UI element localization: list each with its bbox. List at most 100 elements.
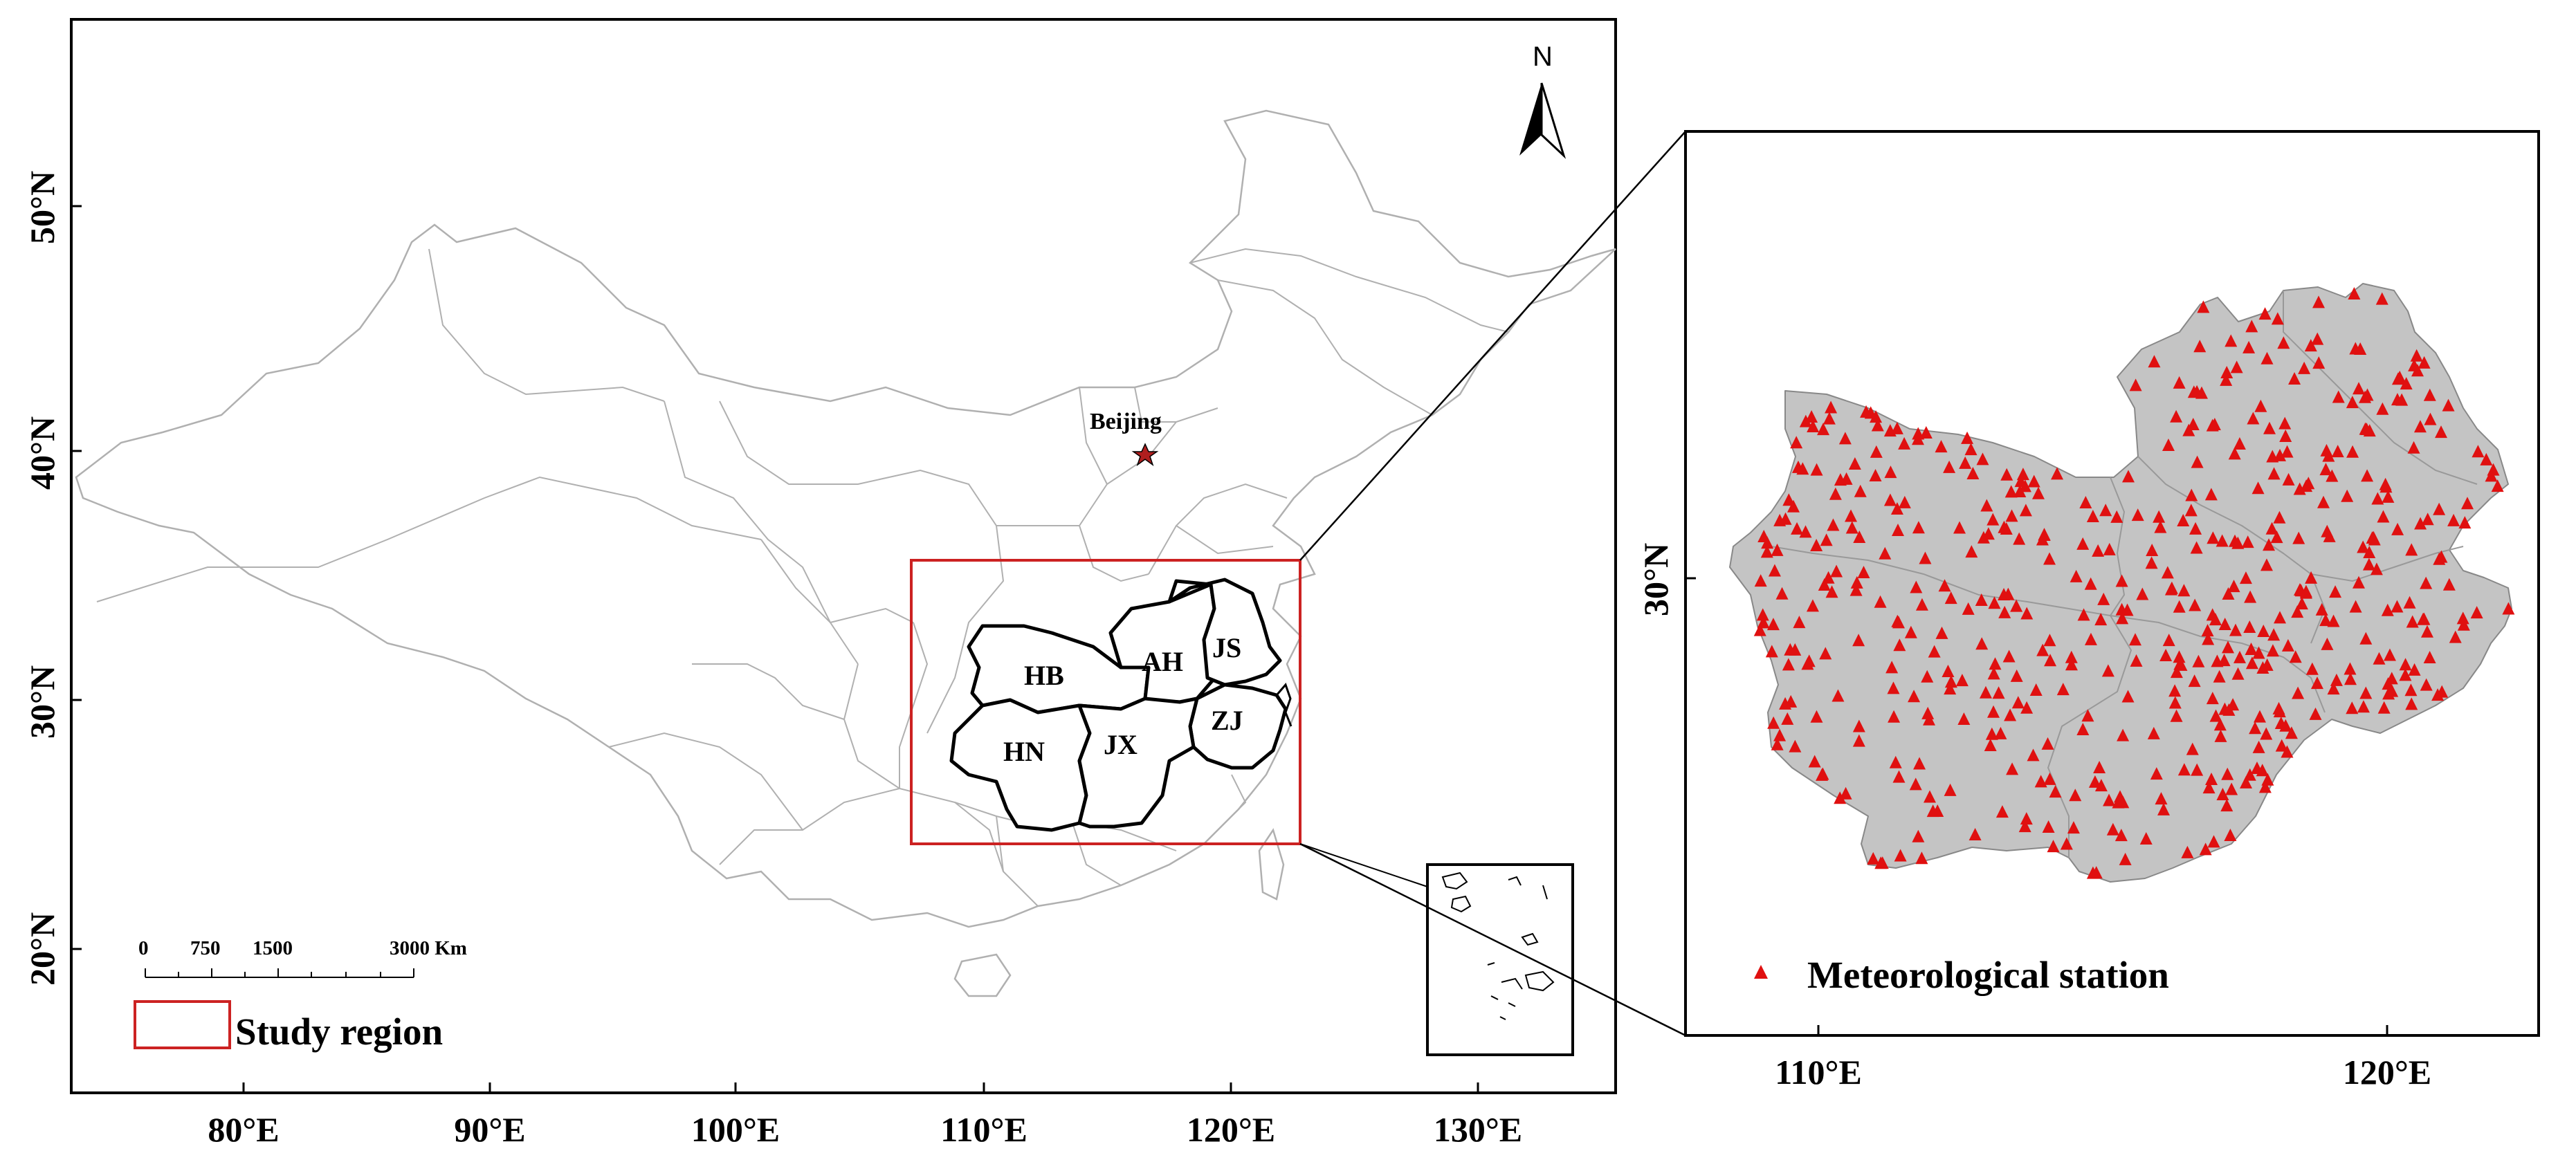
meteorological-stations xyxy=(1753,286,2515,879)
station-marker-icon xyxy=(2173,600,2186,613)
station-marker-icon xyxy=(2348,286,2361,299)
station-marker-icon xyxy=(2405,697,2418,710)
station-marker-icon xyxy=(2161,566,2174,579)
station-marker-icon xyxy=(2231,667,2245,680)
station-marker-icon xyxy=(2119,852,2132,865)
station-marker-icon xyxy=(2225,782,2238,795)
station-marker-icon xyxy=(2115,602,2128,616)
station-marker-icon xyxy=(1793,616,1806,629)
station-marker-icon xyxy=(1994,726,2007,739)
station-marker-icon xyxy=(1898,436,1911,450)
station-marker-icon xyxy=(2036,533,2049,546)
station-marker-icon xyxy=(2420,576,2433,589)
station-marker-icon xyxy=(2189,522,2202,535)
station-marker-icon xyxy=(2221,767,2234,780)
station-marker-icon xyxy=(1921,670,1934,683)
station-marker-icon xyxy=(2191,763,2204,776)
station-marker-icon xyxy=(1989,657,2002,670)
station-marker-icon xyxy=(1775,587,1789,600)
station-marker-icon xyxy=(1870,410,1883,423)
station-marker-icon xyxy=(2354,342,2367,356)
station-marker-icon xyxy=(2298,361,2311,374)
station-marker-icon xyxy=(2382,687,2395,700)
station-marker-icon xyxy=(2165,581,2178,594)
station-marker-icon xyxy=(1966,467,1980,480)
station-marker-icon xyxy=(2263,538,2276,551)
station-marker-icon xyxy=(2148,355,2161,368)
station-marker-icon xyxy=(1848,457,1861,470)
station-marker-icon xyxy=(2216,534,2229,547)
province-js xyxy=(1167,578,1282,687)
station-marker-icon xyxy=(1867,851,1880,865)
station-marker-icon xyxy=(1992,686,2005,699)
station-marker-icon xyxy=(1817,423,1830,436)
station-marker-icon xyxy=(2010,669,2023,682)
station-marker-icon xyxy=(2209,613,2222,626)
station-marker-icon xyxy=(1995,805,2009,818)
station-marker-icon xyxy=(2359,686,2373,699)
station-marker-icon xyxy=(2332,390,2345,403)
station-marker-icon xyxy=(2431,688,2445,701)
station-marker-icon xyxy=(2404,683,2418,697)
station-marker-icon xyxy=(2491,479,2504,492)
station-marker-icon xyxy=(2480,452,2493,465)
station-marker-icon xyxy=(2041,737,2054,750)
province-jx xyxy=(1077,697,1199,829)
station-marker-icon xyxy=(2447,513,2460,526)
station-marker-icon xyxy=(2043,772,2056,785)
station-marker-icon xyxy=(2207,835,2220,848)
station-marker-icon xyxy=(2206,692,2219,705)
station-marker-icon xyxy=(2227,580,2240,593)
station-marker-icon xyxy=(2254,399,2267,412)
station-marker-icon xyxy=(2321,637,2334,650)
station-marker-icon xyxy=(2288,371,2301,385)
station-marker-icon xyxy=(2130,654,2143,667)
station-marker-icon xyxy=(2067,821,2080,834)
station-marker-icon xyxy=(2344,662,2357,675)
scale-label-1500: 1500 xyxy=(253,937,293,959)
station-marker-icon xyxy=(2344,672,2357,685)
station-marker-icon xyxy=(2411,364,2424,377)
station-marker-icon xyxy=(2291,605,2304,618)
station-marker-icon xyxy=(1931,804,1944,818)
station-marker-icon xyxy=(1944,783,1957,796)
station-marker-icon xyxy=(1909,777,1922,791)
station-marker-icon xyxy=(2145,556,2158,569)
station-marker-icon xyxy=(1765,645,1778,658)
station-marker-icon xyxy=(2051,467,2064,480)
province-hn xyxy=(949,698,1092,832)
station-marker-icon xyxy=(1761,536,1774,549)
station-marker-icon xyxy=(2214,729,2227,742)
station-marker-icon xyxy=(2420,678,2433,691)
station-marker-icon xyxy=(1962,602,1975,615)
station-marker-icon xyxy=(2191,455,2204,468)
station-marker-icon xyxy=(1982,527,1995,540)
station-marker-icon xyxy=(1766,618,1780,631)
station-marker-icon xyxy=(1935,440,1948,453)
station-marker-icon xyxy=(2251,761,2264,774)
station-marker-icon xyxy=(2305,662,2319,675)
zoom-connector-bottom xyxy=(1299,842,1686,1037)
station-marker-icon xyxy=(2245,320,2258,333)
station-marker-icon xyxy=(2233,437,2246,450)
station-marker-icon xyxy=(1889,755,1902,768)
station-marker-icon xyxy=(1754,574,1767,587)
inset-map-frame xyxy=(1684,130,2540,1037)
station-marker-icon xyxy=(1869,469,1882,482)
station-marker-icon xyxy=(2186,742,2199,755)
station-marker-icon xyxy=(1893,638,1906,652)
station-marker-icon xyxy=(1852,734,1865,747)
station-marker-icon xyxy=(2060,837,2073,850)
station-marker-icon xyxy=(2261,773,2274,786)
station-marker-icon xyxy=(2433,502,2446,515)
station-marker-icon xyxy=(2423,388,2436,401)
station-marker-icon xyxy=(1781,712,1794,725)
station-marker-icon xyxy=(1849,583,1863,596)
scale-bar xyxy=(145,968,414,978)
station-marker-icon xyxy=(2185,488,2198,501)
station-marker-icon xyxy=(2403,596,2416,609)
station-marker-icon xyxy=(2154,520,2167,533)
station-marker-icon xyxy=(2216,787,2229,800)
station-marker-icon xyxy=(2088,775,2101,788)
station-marker-icon xyxy=(1986,513,2000,526)
